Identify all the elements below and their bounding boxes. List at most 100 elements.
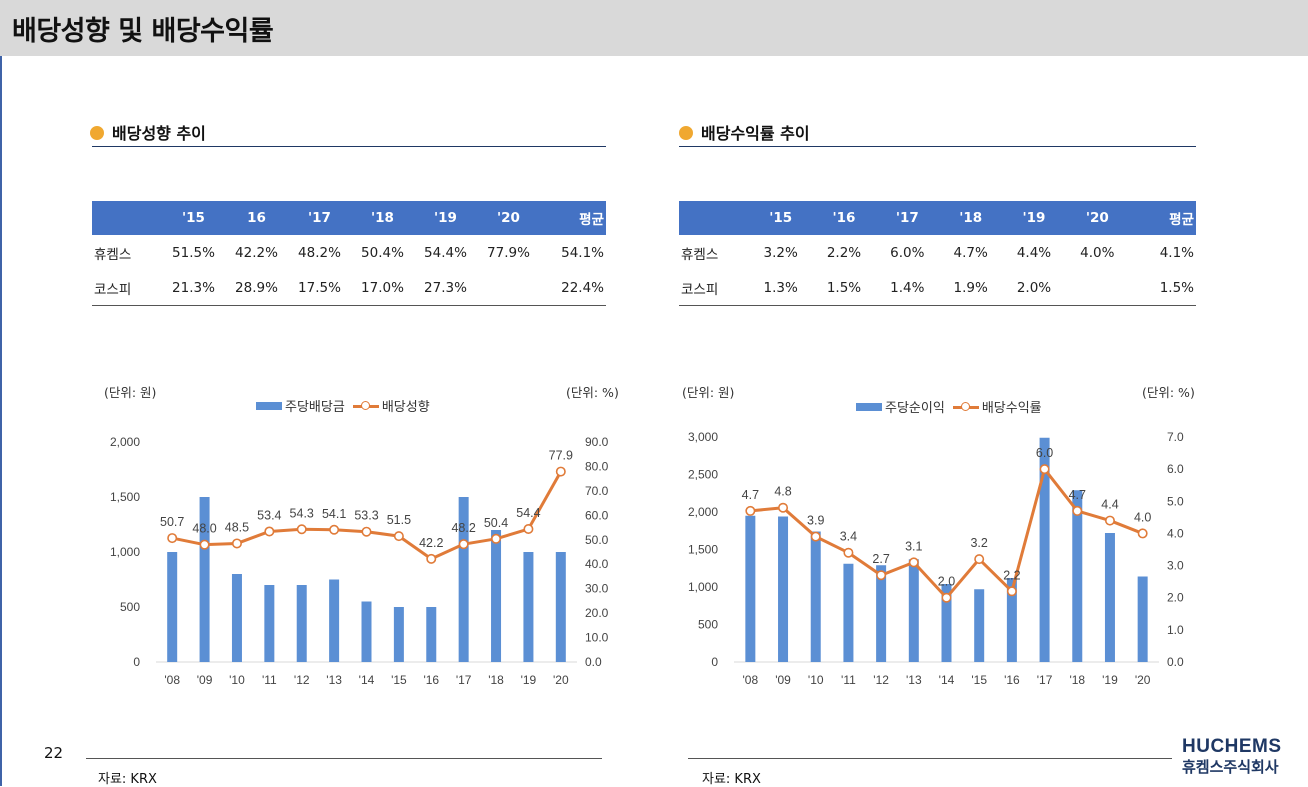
x-tick-label: '15 (391, 673, 407, 687)
line-point (908, 557, 919, 568)
table-row: 휴켐스 3.2% 2.2% 6.0% 4.7% 4.4% 4.0% 4.1% (679, 235, 1196, 270)
y-left-tick-label: 2,000 (688, 505, 718, 519)
table-cell: 1.5% (1128, 270, 1196, 306)
y-right-tick-label: 90.0 (585, 435, 609, 449)
legend-item: 배당수익률 (952, 397, 1042, 416)
table-cell: 1.5% (812, 270, 876, 306)
x-tick-label: '14 (359, 673, 375, 687)
x-tick-label: '08 (743, 673, 759, 687)
footer-rule-right (688, 758, 1172, 759)
table-cell: 4.4% (1016, 244, 1052, 261)
bar (876, 565, 887, 662)
legend-line-swatch-icon (352, 400, 379, 412)
legend-line-swatch-icon (952, 401, 979, 413)
company-logo: HUCHEMS 휴켐스주식회사 (1182, 736, 1282, 777)
x-tick-label: '18 (1069, 673, 1085, 687)
table-cell: 21.3% (162, 270, 225, 306)
line-point (876, 570, 887, 581)
table-header-cell: '19 (414, 201, 477, 235)
y-right-tick-label: 30.0 (585, 582, 609, 596)
left-accent-line (0, 56, 2, 786)
bar (1006, 578, 1017, 662)
logo-ko: 휴켐스주식회사 (1182, 758, 1279, 776)
y-left-tick-label: 1,000 (110, 545, 140, 559)
y-left-tick-label: 3,000 (688, 430, 718, 444)
line-point (974, 554, 985, 565)
legend-bar-swatch-icon (856, 402, 882, 411)
y-right-tick-label: 60.0 (585, 508, 609, 522)
bar (199, 497, 210, 662)
legend-item: 주당순이익 (856, 397, 945, 416)
x-tick-label: '09 (775, 673, 791, 687)
line-point (1039, 464, 1050, 475)
table-header-cell: 평균 (540, 201, 606, 235)
y-left-tick-label: 0 (133, 655, 140, 669)
line-point (296, 524, 307, 535)
legend-label: 배당수익률 (981, 401, 1042, 416)
logo-en: HUCHEMS (1182, 736, 1282, 757)
chart-legend-yield: 주당순이익 배당수익률 (856, 397, 1050, 416)
table-header-cell: '17 (875, 201, 939, 235)
line-point (1006, 586, 1017, 597)
bar (941, 584, 952, 662)
y-left-tick-label: 1,500 (110, 490, 140, 504)
data-label: 4.7 (742, 488, 759, 502)
table-header-cell: 평균 (1128, 201, 1196, 235)
data-label: 53.3 (354, 509, 378, 523)
bar (843, 563, 854, 662)
payout-chart: 0 500 1,000 1,500 2,000 0.0 10.0 20.0 30.0 40.0 50… (110, 435, 609, 687)
y-left-tick-label: 500 (120, 600, 140, 614)
bar (426, 607, 437, 662)
table-cell: 4.1% (1159, 244, 1194, 261)
line-point (458, 539, 469, 550)
table-cell: 77.9% (487, 244, 530, 261)
line-point (1137, 528, 1148, 539)
data-label: 48.2 (451, 521, 475, 535)
y-right-tick-label: 70.0 (585, 484, 609, 498)
table-cell: 42.2% (235, 244, 278, 261)
y-right-tick-label: 5.0 (1167, 494, 1184, 508)
data-label: 54.4 (516, 506, 540, 520)
line-point (555, 466, 566, 477)
y-left-tick-label: 1,000 (688, 580, 718, 594)
line-point (523, 524, 534, 535)
bar (329, 579, 340, 662)
data-label: 54.1 (322, 507, 346, 521)
table-header-row: '15'16'17'18'19'20 평균 (679, 201, 1196, 235)
y-right-tick-label: 40.0 (585, 557, 609, 571)
data-label: 4.0 (1134, 510, 1151, 524)
line-point (231, 538, 242, 549)
data-label: 4.8 (774, 485, 791, 499)
x-tick-label: '11 (262, 673, 277, 687)
bar (1039, 437, 1050, 662)
table-cell: 22.4% (540, 270, 606, 306)
bar (167, 552, 178, 662)
x-tick-label: '17 (1037, 673, 1053, 687)
table-header-cell: '20 (477, 201, 540, 235)
unit-right-axis: (단위: %) (566, 385, 619, 400)
data-label: 6.0 (1036, 446, 1053, 460)
x-tick-label: '13 (906, 673, 922, 687)
table-cell: 50.4% (361, 244, 404, 261)
table-cell: 2.0% (1002, 270, 1066, 306)
bar (491, 530, 502, 662)
data-label: 53.4 (257, 508, 281, 522)
y-right-tick-label: 1.0 (1167, 623, 1184, 637)
table-header-cell: '17 (288, 201, 351, 235)
line-point (264, 526, 275, 537)
legend-bar-swatch-icon (256, 401, 282, 410)
y-right-tick-label: 10.0 (585, 631, 609, 645)
y-right-tick-label: 7.0 (1167, 430, 1184, 444)
footer-rule-left (86, 758, 602, 759)
line-point (1072, 505, 1083, 516)
line-point (199, 539, 210, 550)
table-header-cell: '20 (1065, 201, 1129, 235)
line-point (361, 526, 372, 537)
x-tick-label: '08 (164, 673, 180, 687)
bar (555, 552, 566, 662)
y-right-tick-label: 0.0 (585, 655, 602, 669)
x-tick-label: '20 (553, 673, 569, 687)
x-tick-label: '12 (873, 673, 889, 687)
legend-label: 주당배당금 (285, 400, 345, 415)
table-cell: 27.3% (414, 270, 477, 306)
